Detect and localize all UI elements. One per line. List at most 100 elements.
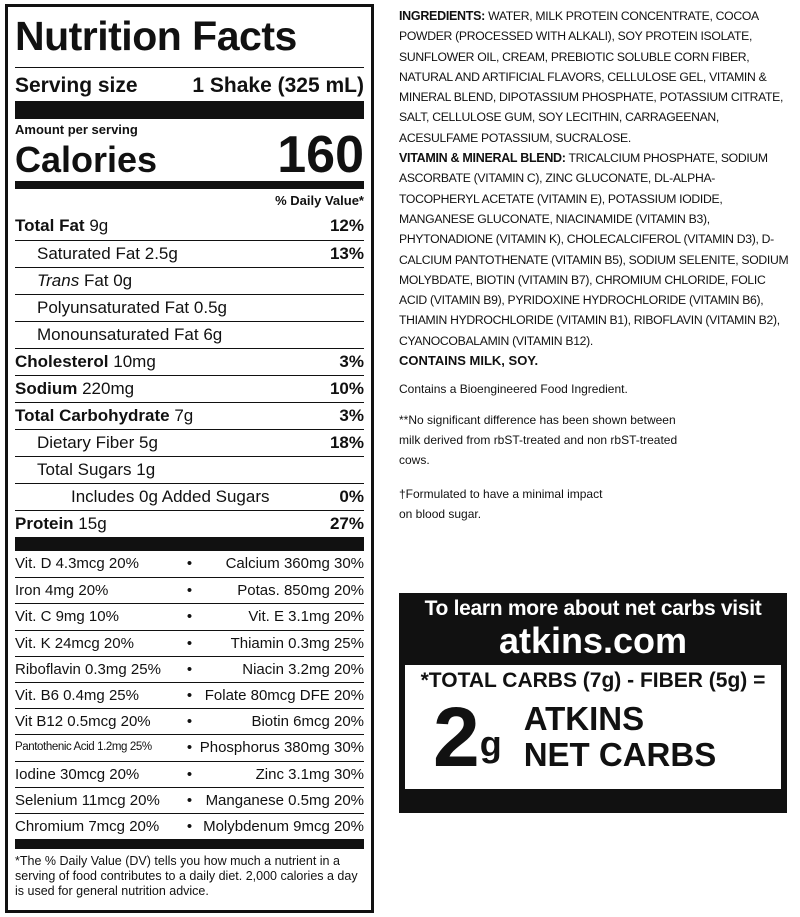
nutrient-row: Polyunsaturated Fat 0.5g xyxy=(15,294,364,321)
vitamin-left: Vit. D 4.3mcg 20% xyxy=(15,555,139,572)
blend-label: VITAMIN & MINERAL BLEND: xyxy=(399,151,566,166)
vitamin-left: Pantothenic Acid 1.2mg 25% xyxy=(15,741,152,754)
nutrient-dv: 27% xyxy=(329,514,364,533)
ingredients-text: WATER, MILK PROTEIN CONCENTRATE, COCOA P… xyxy=(399,9,784,145)
vitamin-row: Vit. B6 0.4mg 25% • Folate 80mcg DFE 20% xyxy=(15,681,364,708)
vitamin-left: Chromium 7mcg 20% xyxy=(15,817,160,835)
rbst-note: **No significant difference has been sho… xyxy=(399,413,678,468)
nutrient-dv: 3% xyxy=(339,352,364,371)
bioengineered-note: Contains a Bioengineered Food Ingredient… xyxy=(399,382,628,397)
nutrient-name: Includes 0g Added Sugars xyxy=(71,487,270,506)
footnote: *The % Daily Value (DV) tells you how mu… xyxy=(15,854,358,899)
vitamin-right: Biotin 6mcg 20% xyxy=(251,713,364,731)
panel-title: Nutrition Facts xyxy=(15,13,297,59)
net-carbs-number: 2 xyxy=(433,690,480,784)
bullet: • xyxy=(186,634,193,652)
nutrient-name: Saturated Fat 2.5g xyxy=(37,244,178,263)
vitamin-right: Vit. E 3.1mg 20% xyxy=(248,608,364,626)
divider xyxy=(15,839,364,850)
nutrient-dv: 10% xyxy=(329,379,364,398)
nutrient-name: Dietary Fiber 5g xyxy=(37,433,158,452)
nutrient-name: Cholesterol 10mg xyxy=(15,352,156,371)
vitamin-row: Riboflavin 0.3mg 25% • Niacin 3.2mg 20% xyxy=(15,655,364,682)
daily-value-header: % Daily Value* xyxy=(275,193,364,208)
nutrient-row: Monounsaturated Fat 6g xyxy=(15,321,364,348)
bullet: • xyxy=(186,582,193,600)
nutrient-dv: 13% xyxy=(329,244,364,263)
divider xyxy=(15,101,364,119)
nutrient-row: Includes 0g Added Sugars 0% xyxy=(15,483,364,510)
nutrient-name: Sodium 220mg xyxy=(15,379,135,398)
learn-more-text: To learn more about net carbs visit xyxy=(424,597,762,620)
vitamin-left: Vit. B6 0.4mg 25% xyxy=(15,686,139,704)
vitamin-row: Vit. K 24mcg 20% • Thiamin 0.3mg 25% xyxy=(15,629,364,656)
calories-value: 160 xyxy=(277,126,364,184)
nutrient-row: Total Sugars 1g xyxy=(15,456,364,483)
blend-text: TRICALCIUM PHOSPHATE, SODIUM ASCORBATE (… xyxy=(399,151,789,348)
nutrient-name: Polyunsaturated Fat 0.5g xyxy=(37,298,227,317)
serving-label: Serving size xyxy=(15,74,138,97)
ingredients-label: INGREDIENTS: xyxy=(399,9,485,23)
vitamin-right: Phosphorus 380mg 30% xyxy=(199,739,364,757)
vitamin-left: Riboflavin 0.3mg 25% xyxy=(15,660,161,678)
nutrient-row: Saturated Fat 2.5g 13% xyxy=(15,240,364,267)
vitamin-right: Folate 80mcg DFE 20% xyxy=(204,686,364,704)
vitamin-right: Molybdenum 9mcg 20% xyxy=(203,817,364,835)
calories-label: Calories xyxy=(15,139,158,180)
vitamin-left: Iron 4mg 20% xyxy=(15,582,109,600)
nutrient-dv: 3% xyxy=(339,406,364,425)
net-carbs-unit: g xyxy=(479,723,502,764)
nutrient-name: Total Fat 9g xyxy=(15,216,109,235)
nutrient-name: Total Sugars 1g xyxy=(37,460,156,479)
bullet: • xyxy=(186,739,193,757)
vitamin-row: Vit B12 0.5mcg 20% • Biotin 6mcg 20% xyxy=(15,708,364,734)
vitamin-right: Calcium 360mg 30% xyxy=(225,555,364,572)
atkins-label: ATKINS xyxy=(523,700,645,737)
vitamin-left: Selenium 11mcg 20% xyxy=(15,791,160,809)
vitamin-row: Chromium 7mcg 20% • Molybdenum 9mcg 20% xyxy=(15,812,364,839)
vitamin-right: Thiamin 0.3mg 25% xyxy=(230,634,364,652)
vitamin-row: Iodine 30mcg 20% • Zinc 3.1mg 30% xyxy=(15,760,364,787)
bullet: • xyxy=(186,765,193,783)
net-carbs-label: NET CARBS xyxy=(523,736,717,773)
nutrient-name: Protein 15g xyxy=(15,514,107,533)
net-carbs-calc: *TOTAL CARBS (7g) - FIBER (5g) = 2 g ATK… xyxy=(405,665,781,789)
bullet: • xyxy=(186,686,193,704)
vitamin-row: Pantothenic Acid 1.2mg 25% • Phosphorus 38… xyxy=(15,734,364,760)
nutrient-row: Trans Fat 0g xyxy=(15,267,364,294)
serving-size: Serving size 1 Shake (325 mL) xyxy=(15,67,364,101)
vitamin-left: Vit. K 24mcg 20% xyxy=(15,634,134,652)
website-link[interactable]: atkins.com xyxy=(498,620,688,661)
vitamin-row: Iron 4mg 20% • Potas. 850mg 20% xyxy=(15,577,364,603)
nutrient-row: Cholesterol 10mg 3% xyxy=(15,348,364,375)
nutrient-name: Total Carbohydrate 7g xyxy=(15,406,194,425)
nutrient-dv: 0% xyxy=(339,487,364,506)
vitamin-right: Niacin 3.2mg 20% xyxy=(242,660,364,678)
net-carbs-formula: *TOTAL CARBS (7g) - FIBER (5g) = xyxy=(420,669,766,692)
nutrient-row: Total Fat 9g 12% xyxy=(15,213,364,240)
bullet: • xyxy=(186,660,193,678)
ingredients-column: INGREDIENTS: WATER, MILK PROTEIN CONCENT… xyxy=(399,6,789,524)
net-carbs-box: To learn more about net carbs visit atki… xyxy=(399,593,787,813)
bullet: • xyxy=(186,791,193,809)
vitamin-left: Vit B12 0.5mcg 20% xyxy=(15,713,151,731)
vitamin-right: Potas. 850mg 20% xyxy=(237,582,364,600)
vitamin-row: Vit. D 4.3mcg 20% • Calcium 360mg 30% xyxy=(15,551,364,577)
vitamin-right: Zinc 3.1mg 30% xyxy=(255,765,364,783)
bullet: • xyxy=(186,608,193,626)
vitamin-right: Manganese 0.5mg 20% xyxy=(205,791,364,809)
divider xyxy=(15,537,364,551)
nutrient-row: Dietary Fiber 5g 18% xyxy=(15,429,364,456)
amount-per-serving: Amount per serving xyxy=(15,122,138,137)
allergen-statement: CONTAINS MILK, SOY. xyxy=(399,353,539,369)
divider xyxy=(15,181,364,189)
vitamin-left: Vit. C 9mg 10% xyxy=(15,608,119,626)
bullet: • xyxy=(186,817,193,835)
sugar-note: †Formulated to have a minimal impact on … xyxy=(399,487,603,522)
vitamin-row: Vit. C 9mg 10% • Vit. E 3.1mg 20% xyxy=(15,603,364,629)
calories: Calories 160 xyxy=(15,129,364,181)
serving-value: 1 Shake (325 mL) xyxy=(192,74,364,97)
vitamin-left: Iodine 30mcg 20% xyxy=(15,765,140,783)
nutrient-name: Monounsaturated Fat 6g xyxy=(37,325,223,344)
nutrient-row: Protein 15g 27% xyxy=(15,510,364,537)
